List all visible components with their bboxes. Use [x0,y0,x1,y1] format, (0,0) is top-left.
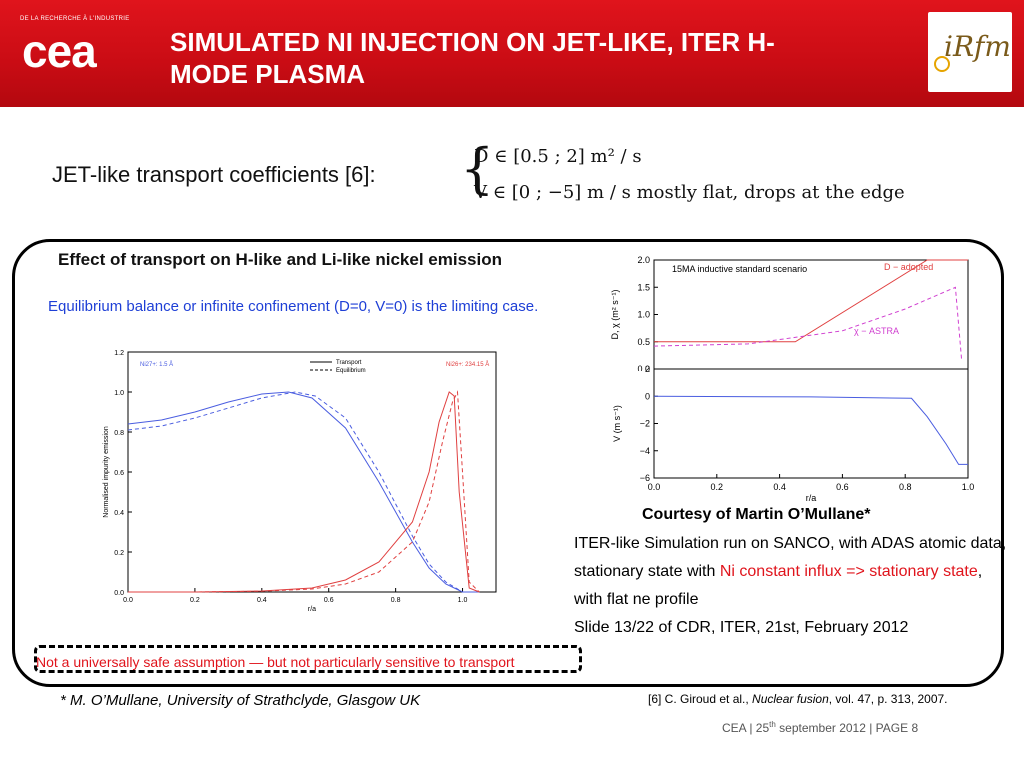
legend-d-adopted: D − adopted [884,262,933,272]
cea-logo: cea [22,25,97,77]
irfm-logo-text: iRfm [944,30,1011,63]
footer-org: CEA | 25 [722,721,770,735]
x-tick-label: 0.6 [324,597,334,604]
courtesy-body-text-1: ITER-like Simulation run on SANCO, with … [574,535,1007,580]
slide-title-line-1: SIMULATED NI INJECTION ON JET-LIKE, ITER… [170,27,775,57]
chart-title: 15MA inductive standard scenario [672,264,807,274]
warning-box [34,645,582,673]
y-tick-label: 1.0 [114,390,124,397]
diffusion-chart: 0.0 0.5 1.0 1.5 2.0 D, χ (m² s⁻¹) 15MA inducti… [610,256,969,371]
series-line-0 [653,395,968,465]
y-tick-label: 1.5 [637,282,650,292]
y-tick-label: 0.0 [114,590,124,597]
slide-header: DE LA RECHERCHE À L'INDUSTRIE cea SIMULA… [0,0,1024,107]
slide-title-line-2: MODE PLASMA [170,59,365,89]
ion-label-ni26: Ni26+: 234.15 Å [446,361,489,368]
series-line-1 [653,286,963,361]
plot-frame [653,368,969,479]
warning-text: Not a universally safe assumption — but … [36,654,515,670]
courtesy-highlight: Ni constant influx => stationary state [719,563,978,580]
intro-text: JET-like transport coefficients [6]: [52,162,376,187]
y-axis-label: Normalised impurity emission [103,426,110,518]
y-tick-label: 2.0 [637,256,650,265]
sun-icon [934,56,950,72]
emission-chart: 0.0 0.2 0.4 0.6 0.8 1.0 1.2 0.0 0.2 0.4 0.6 0.8 1.0 r… [103,350,497,613]
reference-journal: Nuclear fusion [752,692,829,706]
equation-brace: { [460,137,495,200]
footnote-author: * M. O’Mullane, University of Strathclyd… [60,692,421,709]
legend-chi-astra: χ − ASTRA [854,326,899,336]
x-tick-label: 0.8 [899,482,912,492]
ion-label-ni27: Ni27+: 1.5 Å [140,361,173,368]
y-axis-label: V (m s⁻¹) [612,405,622,442]
equation-v: V ∈ [0 ; −5] m / s mostly flat, drops at… [474,182,905,203]
x-tick-label: 0.0 [648,482,661,492]
panel-title: Effect of transport on H-like and Li-lik… [58,250,502,269]
series-line-3 [128,390,480,593]
x-axis-label: r/a [806,493,817,503]
courtesy-source: Slide 13/22 of CDR, ITER, 21st, February… [574,619,909,636]
footer-sup: th [769,720,776,729]
y-tick-label: 0.5 [637,337,650,347]
y-tick-label: 2 [645,366,650,374]
plot-frame [653,259,969,370]
irfm-logo: iRfm [928,12,1012,92]
courtesy-body: ITER-like Simulation run on SANCO, with … [574,530,1014,642]
y-axis-label: D, χ (m² s⁻¹) [610,290,620,340]
y-tick-label: 0.2 [114,550,124,557]
courtesy-title: Courtesy of Martin O’Mullane* [642,506,871,523]
plot-frame [127,351,497,593]
y-tick-label: 0.0 [637,364,650,371]
content-frame [12,239,1004,687]
y-tick-label: 0.4 [114,510,124,517]
y-tick-label: 1.2 [114,350,124,357]
y-tick-label: 1.0 [637,310,650,320]
org-tagline: DE LA RECHERCHE À L'INDUSTRIE [20,16,130,22]
page-footer: CEA | 25th september 2012 | PAGE 8 [722,720,918,735]
panel-subtitle: Equilibrium balance or infinite confinem… [48,298,539,315]
equation-d: D ∈ [0.5 ; 2] m² / s [474,146,642,167]
y-tick-label: 0.8 [114,430,124,437]
footnote-reference: [6] C. Giroud et al., Nuclear fusion, vo… [648,692,948,706]
x-tick-label: 0.4 [773,482,786,492]
reference-authors: [6] C. Giroud et al., [648,692,753,706]
x-tick-label: 1.0 [962,482,974,492]
y-tick-label: −6 [640,473,650,483]
reference-details: , vol. 47, p. 313, 2007. [828,692,948,706]
legend-transport: Transport [336,360,362,366]
courtesy-body-text-2: , with flat ne profile [574,563,983,608]
x-tick-label: 0.2 [190,597,200,604]
x-tick-label: 1.0 [458,597,468,604]
x-axis-label: r/a [308,606,316,613]
y-tick-label: −4 [640,446,650,456]
x-tick-label: 0.6 [836,482,849,492]
y-tick-label: 0 [645,391,650,401]
x-tick-label: 0.4 [257,597,267,604]
x-tick-label: 0.2 [711,482,724,492]
series-line-0 [654,259,968,343]
x-tick-label: 0.0 [123,597,133,604]
series-line-0 [127,391,480,593]
y-tick-label: −2 [640,419,650,429]
legend-equilibrium: Equilibrium [336,368,366,374]
series-line-1 [127,391,480,593]
footer-page: september 2012 | PAGE 8 [775,721,919,735]
x-tick-label: 0.8 [391,597,401,604]
y-tick-label: 0.6 [114,470,124,477]
slide-title: SIMULATED NI INJECTION ON JET-LIKE, ITER… [170,26,910,90]
